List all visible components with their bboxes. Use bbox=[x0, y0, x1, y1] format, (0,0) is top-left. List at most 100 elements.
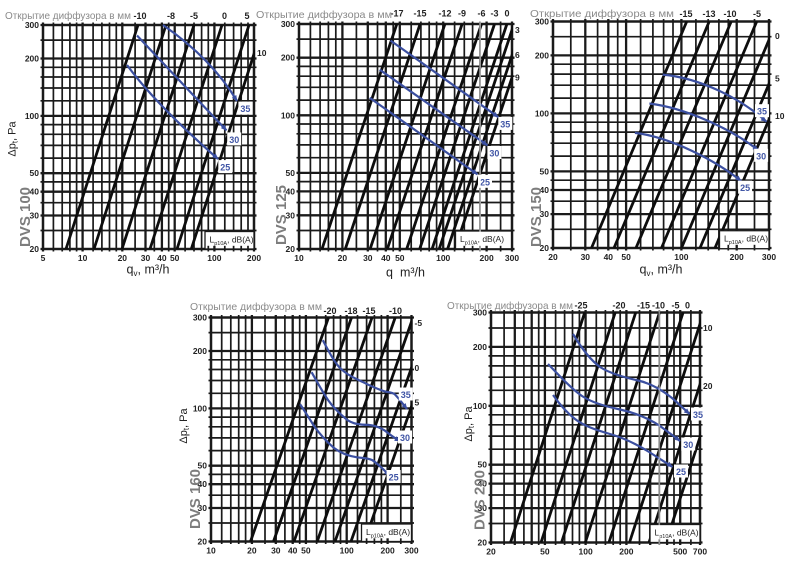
svg-text:200: 200 bbox=[480, 253, 494, 263]
svg-text:40: 40 bbox=[30, 187, 40, 197]
svg-text:35: 35 bbox=[757, 107, 767, 117]
svg-text:200: 200 bbox=[730, 252, 744, 262]
svg-text:30: 30 bbox=[489, 149, 499, 159]
svg-text:100: 100 bbox=[193, 403, 207, 413]
svg-text:-20: -20 bbox=[323, 306, 336, 316]
svg-text:-15: -15 bbox=[362, 306, 375, 316]
svg-text:-17: -17 bbox=[390, 9, 403, 19]
svg-text:-20: -20 bbox=[612, 301, 625, 311]
svg-text:-13: -13 bbox=[702, 9, 715, 19]
svg-text:5: 5 bbox=[41, 253, 46, 263]
svg-text:30: 30 bbox=[478, 503, 488, 513]
svg-text:-10: -10 bbox=[723, 9, 736, 19]
svg-text:-3: -3 bbox=[490, 9, 498, 19]
svg-text:40: 40 bbox=[540, 185, 550, 195]
svg-text:-5: -5 bbox=[753, 9, 761, 19]
svg-text:100: 100 bbox=[674, 252, 688, 262]
svg-text:DVS 125: DVS 125 bbox=[273, 185, 290, 245]
svg-text:20: 20 bbox=[118, 253, 128, 263]
svg-text:20: 20 bbox=[540, 243, 550, 253]
svg-text:100: 100 bbox=[281, 110, 295, 120]
svg-text:300: 300 bbox=[404, 546, 418, 556]
svg-text:30: 30 bbox=[229, 135, 239, 145]
svg-text:300: 300 bbox=[473, 308, 487, 318]
svg-text:40: 40 bbox=[288, 546, 298, 556]
svg-text:300: 300 bbox=[193, 313, 207, 323]
svg-text:Открытие диффузора в мм: Открытие диффузора в мм bbox=[447, 300, 573, 312]
svg-text:DVS 200: DVS 200 bbox=[472, 470, 489, 530]
svg-text:100: 100 bbox=[473, 401, 487, 411]
svg-text:200: 200 bbox=[619, 547, 633, 557]
svg-text:40: 40 bbox=[381, 253, 391, 263]
svg-text:-8: -8 bbox=[167, 11, 175, 21]
svg-text:50: 50 bbox=[540, 166, 550, 176]
svg-text:300: 300 bbox=[505, 253, 519, 263]
svg-text:700: 700 bbox=[693, 547, 707, 557]
svg-text:20: 20 bbox=[198, 537, 208, 547]
svg-text:50: 50 bbox=[478, 460, 488, 470]
svg-text:100: 100 bbox=[207, 253, 221, 263]
svg-text:300: 300 bbox=[762, 252, 776, 262]
svg-text:30: 30 bbox=[581, 252, 591, 262]
svg-text:6: 6 bbox=[515, 50, 520, 60]
svg-text:50: 50 bbox=[621, 252, 631, 262]
svg-text:30: 30 bbox=[400, 433, 410, 443]
svg-text:30: 30 bbox=[286, 210, 296, 220]
svg-text:-5: -5 bbox=[671, 301, 679, 311]
svg-text:100: 100 bbox=[340, 546, 354, 556]
svg-text:q m³/h: q m³/h bbox=[386, 266, 425, 280]
svg-text:0: 0 bbox=[504, 9, 509, 19]
svg-text:25: 25 bbox=[676, 467, 686, 477]
svg-text:-5: -5 bbox=[415, 318, 423, 328]
svg-text:300: 300 bbox=[25, 20, 39, 30]
svg-text:0: 0 bbox=[222, 11, 227, 21]
svg-text:20: 20 bbox=[247, 546, 257, 556]
svg-text:DVS 100: DVS 100 bbox=[17, 187, 34, 247]
svg-text:DVS 150: DVS 150 bbox=[528, 187, 545, 247]
svg-text:35: 35 bbox=[500, 119, 510, 129]
svg-text:20: 20 bbox=[338, 253, 348, 263]
svg-text:25: 25 bbox=[740, 183, 750, 193]
svg-text:100: 100 bbox=[535, 108, 549, 118]
svg-text:30: 30 bbox=[756, 151, 766, 161]
svg-text:25: 25 bbox=[480, 177, 490, 187]
svg-text:3: 3 bbox=[515, 25, 520, 35]
svg-text:200: 200 bbox=[473, 342, 487, 352]
svg-text:5: 5 bbox=[775, 74, 780, 84]
svg-text:-15: -15 bbox=[637, 301, 650, 311]
svg-text:40: 40 bbox=[286, 186, 296, 196]
svg-text:10: 10 bbox=[294, 253, 304, 263]
svg-text:10: 10 bbox=[703, 323, 713, 333]
svg-text:10: 10 bbox=[257, 48, 267, 58]
svg-text:-5: -5 bbox=[190, 11, 198, 21]
svg-text:100: 100 bbox=[25, 111, 39, 121]
svg-text:qv, m³/h: qv, m³/h bbox=[127, 263, 170, 279]
svg-text:300: 300 bbox=[281, 19, 295, 29]
svg-text:30: 30 bbox=[540, 209, 550, 219]
svg-text:25: 25 bbox=[220, 163, 230, 173]
svg-text:200: 200 bbox=[193, 346, 207, 356]
svg-text:10: 10 bbox=[775, 111, 785, 121]
svg-text:300: 300 bbox=[535, 17, 549, 27]
svg-text:30: 30 bbox=[363, 253, 373, 263]
svg-text:50: 50 bbox=[286, 168, 296, 178]
svg-text:Открытие диффузора в мм: Открытие диффузора в мм bbox=[256, 9, 392, 21]
svg-text:50: 50 bbox=[540, 547, 550, 557]
svg-text:20: 20 bbox=[286, 244, 296, 254]
svg-text:20: 20 bbox=[478, 538, 488, 548]
svg-text:-15: -15 bbox=[679, 9, 692, 19]
svg-text:-6: -6 bbox=[477, 9, 485, 19]
svg-text:30: 30 bbox=[683, 440, 693, 450]
svg-text:0: 0 bbox=[685, 301, 690, 311]
svg-text:30: 30 bbox=[198, 503, 208, 513]
svg-text:Открытие диффузора в мм: Открытие диффузора в мм bbox=[5, 10, 131, 22]
svg-text:40: 40 bbox=[478, 479, 488, 489]
svg-text:200: 200 bbox=[381, 546, 395, 556]
svg-text:DVS 160: DVS 160 bbox=[187, 469, 204, 529]
svg-text:50: 50 bbox=[395, 253, 405, 263]
svg-text:40: 40 bbox=[604, 252, 614, 262]
svg-text:50: 50 bbox=[170, 253, 180, 263]
svg-text:20: 20 bbox=[703, 381, 713, 391]
svg-text:5: 5 bbox=[415, 398, 420, 408]
svg-text:20: 20 bbox=[548, 252, 558, 262]
